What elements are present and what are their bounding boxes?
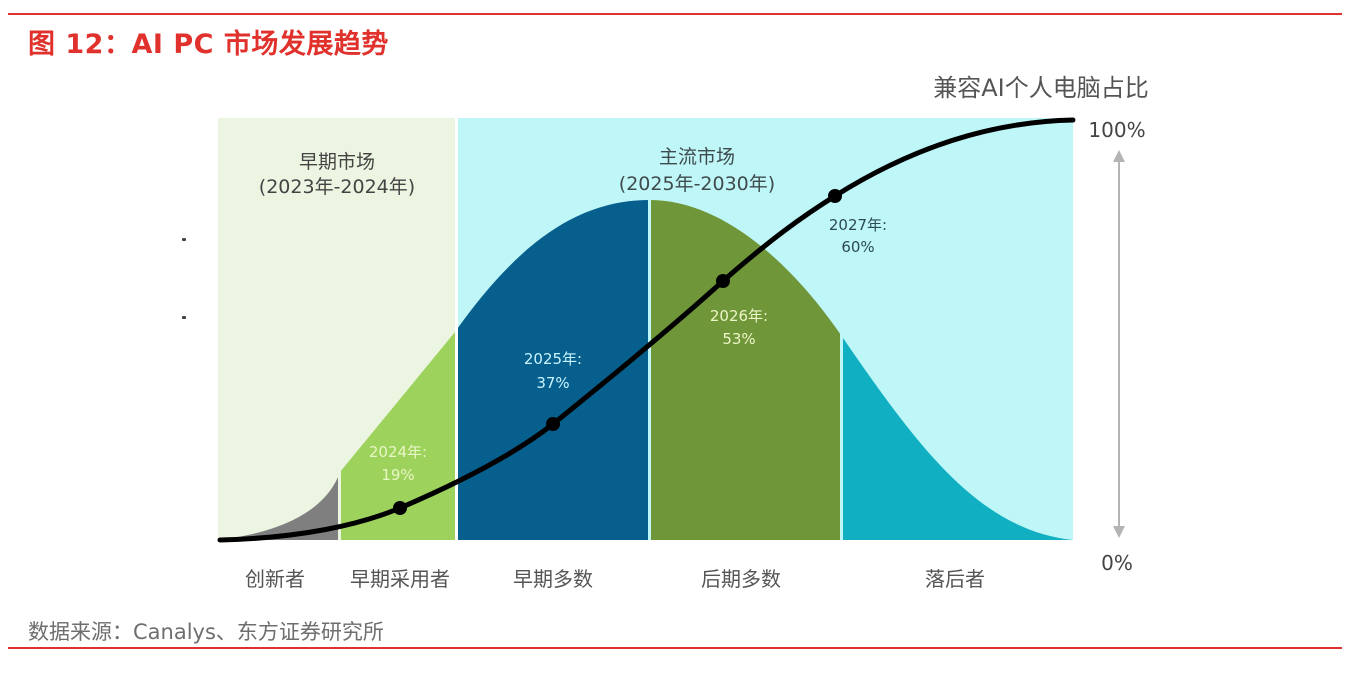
point-label-year-2025: 2025年: xyxy=(524,350,582,368)
figure-source: 数据来源：Canalys、东方证券研究所 xyxy=(28,620,384,644)
point-label-year-2024: 2024年: xyxy=(369,443,427,461)
double-arrow-icon xyxy=(1113,150,1125,538)
y-axis-title: 兼容AI个人电脑占比 xyxy=(933,74,1149,102)
data-point-2024 xyxy=(393,501,407,515)
data-point-2026 xyxy=(716,274,730,288)
point-label-year-2026: 2026年: xyxy=(710,307,768,325)
point-label-value-2024: 19% xyxy=(381,466,414,484)
category-early-adopters: 早期采用者 xyxy=(350,567,450,591)
y-tick-0: 0% xyxy=(1101,551,1133,575)
early-market-period: (2023年-2024年) xyxy=(259,176,415,198)
category-innovators: 创新者 xyxy=(245,567,305,591)
data-point-2025 xyxy=(546,417,560,431)
bottom-rule xyxy=(8,647,1342,649)
point-label-value-2026: 53% xyxy=(722,330,755,348)
stray-mark xyxy=(182,316,186,319)
point-label-value-2027: 60% xyxy=(841,238,874,256)
category-late-majority: 后期多数 xyxy=(701,567,781,591)
figure-title: 图 12：AI PC 市场发展趋势 xyxy=(28,29,389,60)
top-rule xyxy=(8,13,1342,15)
mainstream-market-label: 主流市场 xyxy=(659,146,735,168)
category-laggards: 落后者 xyxy=(925,567,985,591)
early-market-label: 早期市场 xyxy=(299,151,375,173)
point-label-value-2025: 37% xyxy=(536,374,569,392)
y-tick-100: 100% xyxy=(1088,118,1145,142)
data-point-2027 xyxy=(828,189,842,203)
stray-mark xyxy=(182,238,186,241)
category-early-majority: 早期多数 xyxy=(513,567,593,591)
mainstream-market-period: (2025年-2030年) xyxy=(619,173,775,195)
adoption-s-curve xyxy=(217,117,1076,543)
point-label-year-2027: 2027年: xyxy=(829,216,887,234)
